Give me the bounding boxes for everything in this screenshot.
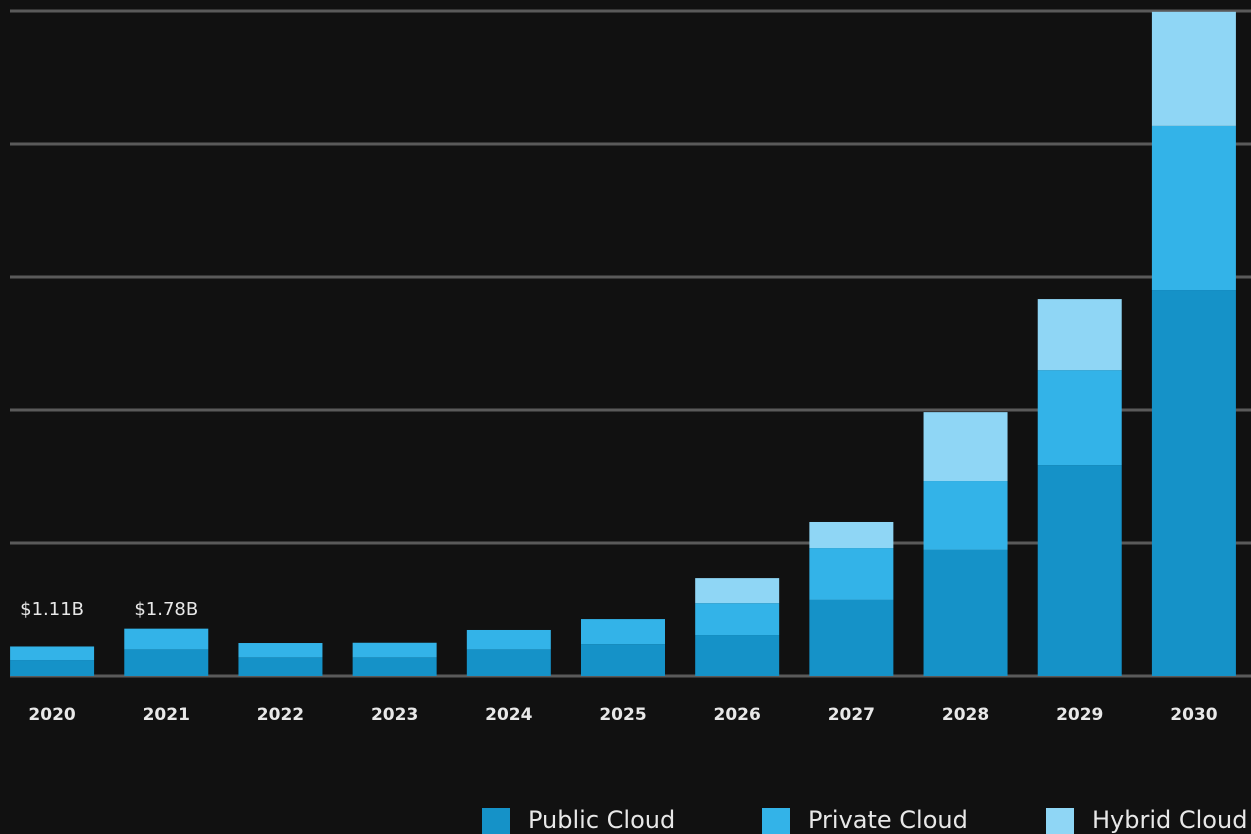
- legend-swatch: [762, 808, 790, 834]
- bar-segment: [124, 628, 209, 650]
- x-tick-label: 2028: [942, 705, 989, 725]
- data-label: $1.78B: [134, 599, 198, 620]
- x-tick-label: 2022: [257, 705, 304, 725]
- bar-segment: [124, 649, 209, 676]
- legend-swatch: [1046, 808, 1074, 834]
- bar-segment: [809, 521, 894, 549]
- bar-segment: [695, 578, 780, 604]
- bar-segment: [1151, 11, 1236, 126]
- bar-segment: [923, 549, 1008, 676]
- bar-segment: [10, 660, 95, 676]
- x-tick-label: 2029: [1056, 705, 1103, 725]
- x-tick-label: 2025: [599, 705, 646, 725]
- bar-segment: [923, 481, 1008, 550]
- bar-segment: [352, 642, 437, 658]
- x-tick-label: 2021: [143, 705, 190, 725]
- bar-segment: [238, 657, 323, 676]
- bar-segment: [695, 635, 780, 676]
- legend-label: Public Cloud: [528, 806, 675, 834]
- x-tick-label: 2030: [1170, 705, 1217, 725]
- bar-segment: [695, 603, 780, 636]
- x-tick-label: 2026: [714, 705, 761, 725]
- legend-swatch: [482, 808, 510, 834]
- bar-segment: [466, 649, 551, 676]
- bar-segment: [923, 412, 1008, 482]
- bar-segment: [466, 629, 551, 650]
- bar-segment: [581, 619, 665, 645]
- bar-segment: [581, 644, 665, 676]
- legend-label: Hybrid Cloud: [1092, 806, 1247, 834]
- bar-segment: [238, 643, 323, 658]
- data-label: $1.11B: [20, 599, 84, 620]
- bar-segment: [352, 657, 437, 676]
- bar-segment: [10, 646, 95, 661]
- x-tick-label: 2024: [485, 705, 532, 725]
- x-tick-label: 2027: [828, 705, 875, 725]
- bar-segment: [1151, 125, 1236, 291]
- bar-segment: [1037, 299, 1122, 371]
- x-tick-label: 2023: [371, 705, 418, 725]
- bar-segment: [1037, 370, 1122, 466]
- bar-segment: [809, 599, 894, 676]
- legend-label: Private Cloud: [808, 806, 968, 834]
- bar-segment: [1151, 290, 1236, 676]
- x-tick-label: 2020: [28, 705, 75, 725]
- bar-segment: [1037, 465, 1122, 676]
- bar-segment: [809, 548, 894, 600]
